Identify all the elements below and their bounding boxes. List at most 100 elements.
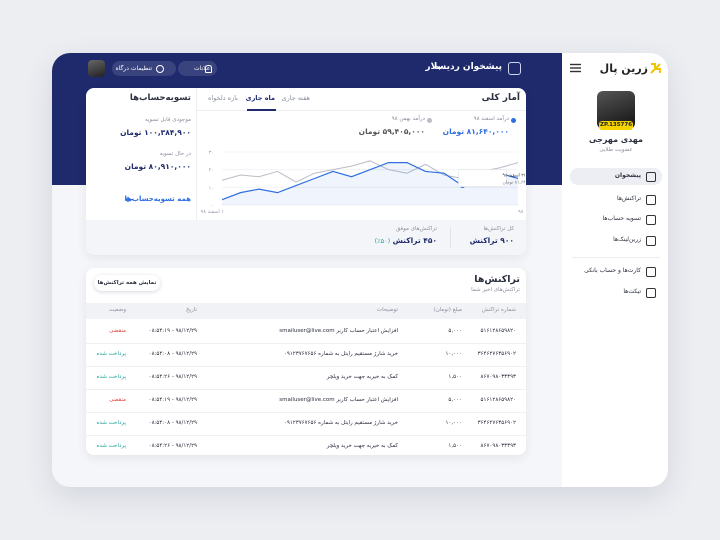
row-divider [86, 435, 526, 436]
cell-amount: ۱,۵۰۰ [448, 443, 462, 449]
menu-icon [646, 172, 656, 182]
legend-name: درآمد اسفند ۹۸ [473, 116, 509, 122]
cell-amount: ۱,۵۰۰ [448, 374, 462, 380]
y-tick-label: ۳۰ [209, 150, 214, 156]
stats-title: آمار کلی [481, 93, 520, 103]
stats-card [86, 88, 526, 255]
menu-icon [646, 288, 656, 298]
available-label: موجودی قابل تسویه [144, 117, 191, 123]
menu-item[interactable]: زرین‌لینک‌ها [613, 236, 641, 243]
cell-amount: ۱۰,۰۰۰ [445, 420, 462, 426]
notifications-label: اعلانات [194, 65, 212, 72]
y-tick-label: ۰ [211, 203, 214, 209]
cell-id: ۵۱۶۱۲۸۶۵۹۸۲۰ [480, 397, 516, 403]
cell-description: افزایش اعتبار حساب کاربر smailuser@live.… [279, 328, 398, 334]
cell-status: منقضی [109, 328, 126, 334]
cell-date: ۹۸/۱۲/۲۹ - ۰۸:۵۴:۰۸ [148, 420, 197, 426]
row-divider [86, 366, 526, 367]
cell-description: خرید شارژ مستقیم رایتل به شماره ۰۹۱۲۳۷۶۷… [283, 351, 398, 357]
menu-icon [646, 267, 656, 277]
gateway-icon [508, 62, 521, 75]
cell-status: پرداخت شده [96, 351, 126, 357]
menu-divider [572, 257, 660, 258]
cell-id: ۵۱۶۱۲۸۶۵۹۸۲۰ [480, 328, 516, 334]
cell-status: پرداخت شده [96, 443, 126, 449]
settlements-link[interactable]: همه تسویه‌حساب‌ها [124, 195, 191, 203]
show-all-button[interactable]: نمایش همه تراکنش‌ها [94, 275, 160, 291]
table-header [86, 303, 526, 319]
available-amount: ۱۰۰,۳۸۴,۹۰۰ تومان [120, 128, 191, 137]
cell-date: ۹۸/۱۲/۲۹ - ۰۸:۵۴:۲۶ [148, 443, 197, 449]
transactions-title: تراکنش‌ها [474, 274, 520, 285]
x-tick-label: ۲۹ اسفند ۹۸ [518, 209, 525, 215]
cell-date: ۹۸/۱۲/۲۹ - ۰۸:۵۴:۲۶ [148, 374, 197, 380]
pending-amount: ۸۰,۹۱۰,۰۰۰ تومان [124, 162, 191, 171]
menu-item[interactable]: کارت‌ها و حساب بانکی [584, 267, 641, 274]
column-header: توضیحات [376, 307, 398, 313]
pending-label: در حال تسویه [159, 151, 191, 157]
cell-date: ۹۸/۱۲/۲۹ - ۰۸:۵۴:۱۹ [148, 397, 197, 403]
cell-amount: ۵,۰۰۰ [448, 328, 462, 334]
gateway-chevron[interactable] [436, 65, 443, 71]
cell-description: کمک به خیریه جهت خرید ویلچر [326, 374, 398, 380]
logo-text: زرین پال [599, 62, 648, 75]
column-header: شماره تراکنش [481, 307, 516, 313]
income-chart: ۰ ۱۰ ۲۰ ۳۰ ۱ اسفند ۹۸ ۲۹ اسفند ۹۸ ۲۶ اسفند ۹۸ ۸… [201, 150, 526, 215]
cell-description: کمک به خیریه جهت خرید ویلچر [326, 443, 398, 449]
menu-item[interactable]: تیکت‌ها [623, 288, 641, 295]
total-label: کل تراکنش‌ها [483, 226, 515, 232]
menu-item[interactable]: تراکنش‌ها [617, 195, 641, 202]
membership: عضویت طلایی [599, 147, 633, 153]
panel-divider [196, 88, 197, 220]
settings-label: تنظیمات درگاه [115, 65, 152, 72]
transactions-card [86, 268, 526, 455]
menu-item[interactable]: تسویه حساب‌ها [602, 215, 641, 222]
gateway-name[interactable]: پیشخوان ردیسلار [425, 62, 502, 72]
menu-icon [646, 195, 656, 205]
cell-description: خرید شارژ مستقیم رایتل به شماره ۰۹۱۲۳۷۶۷… [283, 420, 398, 426]
cell-date: ۹۸/۱۲/۲۹ - ۰۸:۵۴:۱۹ [148, 328, 197, 334]
logo-icon [650, 63, 661, 74]
row-divider [86, 343, 526, 344]
row-divider [86, 389, 526, 390]
success-share: (۵۰٪) [374, 237, 391, 245]
tooltip-date: ۲۶ اسفند ۹۸ [503, 174, 526, 179]
transactions-subtitle: تراکنش‌های اخیر شما [471, 287, 520, 293]
menu-item[interactable]: پیشخوان [614, 172, 641, 179]
cell-status: منقضی [109, 397, 126, 403]
user-badge: ZP.135776 [599, 121, 633, 130]
footer-divider [450, 228, 451, 248]
tab[interactable]: ماه جاری [245, 94, 275, 102]
gear-icon [156, 65, 164, 73]
menu-icon [646, 215, 656, 225]
tabs-divider [197, 110, 526, 111]
cell-id: ۳۶۴۶۲۷۶۳۵۶۹۰۲ [477, 420, 516, 426]
stats-footer [86, 220, 526, 255]
tooltip-amount: ۸۱,۶۴۰,۰۰۰ تومان [503, 181, 526, 186]
column-header: تاریخ [186, 307, 197, 313]
bell-icon [205, 65, 212, 73]
legend-total: ۵۹,۴۰۵,۰۰۰ تومان [358, 127, 425, 136]
menu-active-bg [570, 168, 662, 185]
cell-id: ۸۶۷۰۹۸۰۳۳۳۹۳ [480, 443, 516, 449]
y-tick-label: ۲۰ [209, 168, 214, 174]
legend-total: ۸۱,۶۴۰,۰۰۰ تومان [442, 127, 509, 136]
tab[interactable]: بازه دلخواه [207, 94, 238, 102]
total-count: ۹۰۰ تراکنش [469, 236, 514, 245]
tab[interactable]: هفته جاری [281, 94, 310, 102]
tab-underline [247, 109, 276, 111]
column-header: مبلغ (تومان) [433, 307, 462, 313]
x-tick-label: ۱ اسفند ۹۸ [201, 209, 224, 215]
row-divider [86, 412, 526, 413]
header-avatar[interactable] [88, 60, 105, 77]
tooltip-box [458, 169, 507, 187]
cell-id: ۸۶۷۰۹۸۰۳۳۳۹۳ [480, 374, 516, 380]
success-count: ۴۵۰ تراکنش [392, 236, 437, 245]
settlements-title: تسویه‌حساب‌ها [129, 93, 191, 103]
success-label: تراکنش‌های موفق [395, 226, 437, 232]
hamburger[interactable] [570, 63, 581, 73]
cell-date: ۹۸/۱۲/۲۹ - ۰۸:۵۴:۰۸ [148, 351, 197, 357]
success-row: ۴۵۰ تراکنش (۵۰٪) [375, 236, 437, 246]
legend-dot [427, 118, 432, 123]
